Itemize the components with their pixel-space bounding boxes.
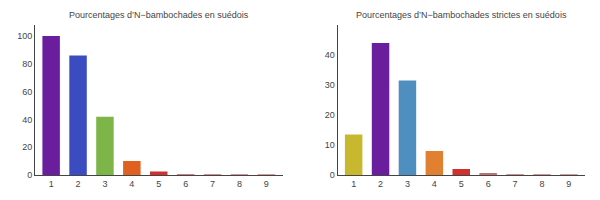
svg-text:4: 4 <box>129 179 134 189</box>
svg-text:5: 5 <box>156 179 161 189</box>
svg-text:Pourcentages d’N−bambochades e: Pourcentages d’N−bambochades en suédois <box>69 10 249 20</box>
svg-text:9: 9 <box>566 179 571 189</box>
svg-text:4: 4 <box>432 179 437 189</box>
svg-text:30: 30 <box>325 80 335 90</box>
svg-text:2: 2 <box>76 179 81 189</box>
svg-text:1: 1 <box>351 179 356 189</box>
svg-text:0: 0 <box>27 170 32 180</box>
svg-text:40: 40 <box>22 115 32 125</box>
svg-text:8: 8 <box>539 179 544 189</box>
svg-text:40: 40 <box>325 50 335 60</box>
svg-text:7: 7 <box>513 179 518 189</box>
svg-text:20: 20 <box>22 142 32 152</box>
svg-text:100: 100 <box>17 31 32 41</box>
svg-text:10: 10 <box>325 140 335 150</box>
svg-text:2: 2 <box>378 179 383 189</box>
svg-text:80: 80 <box>22 59 32 69</box>
svg-text:0: 0 <box>330 170 335 180</box>
svg-text:7: 7 <box>210 179 215 189</box>
svg-text:20: 20 <box>325 110 335 120</box>
svg-text:9: 9 <box>264 179 269 189</box>
svg-text:3: 3 <box>102 179 107 189</box>
svg-text:60: 60 <box>22 87 32 97</box>
svg-text:Pourcentages d’N−bambochades s: Pourcentages d’N−bambochades strictes en… <box>356 10 567 20</box>
svg-text:1: 1 <box>49 179 54 189</box>
svg-text:6: 6 <box>486 179 491 189</box>
svg-text:3: 3 <box>405 179 410 189</box>
svg-text:6: 6 <box>183 179 188 189</box>
svg-text:5: 5 <box>459 179 464 189</box>
svg-text:8: 8 <box>237 179 242 189</box>
